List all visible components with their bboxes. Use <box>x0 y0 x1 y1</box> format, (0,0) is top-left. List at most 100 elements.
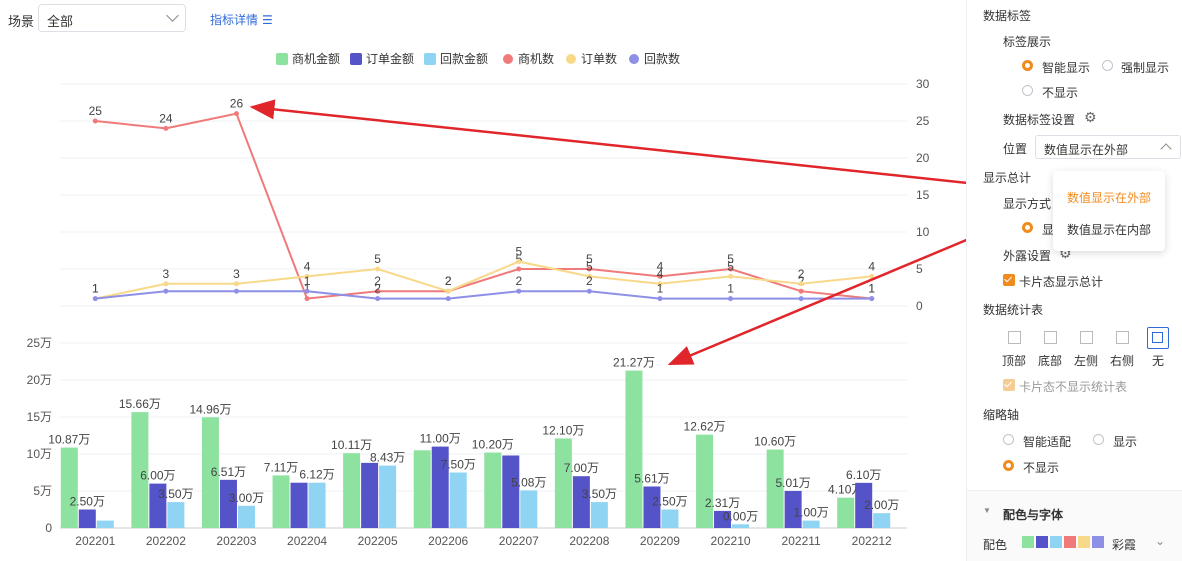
data-label: 26 <box>230 97 244 111</box>
chevron-down-icon[interactable]: ⌄ <box>1155 534 1166 548</box>
palette-swatch <box>1092 536 1104 548</box>
palette-swatch <box>1064 536 1076 548</box>
y-tick-label: 20万 <box>27 373 52 387</box>
gear-icon[interactable]: ⚙ <box>1084 109 1097 125</box>
data-label: 12.62万 <box>684 420 726 434</box>
data-label: 5.08万 <box>511 475 546 489</box>
bar <box>484 452 502 528</box>
data-point <box>657 281 663 287</box>
data-point <box>445 296 451 302</box>
data-label: 3.50万 <box>158 487 193 501</box>
position-select[interactable]: 数值显示在外部 <box>1035 135 1181 159</box>
y-tick-label: 15万 <box>27 410 52 424</box>
data-label: 1 <box>92 282 99 296</box>
bar <box>714 510 732 528</box>
indicator-detail-link[interactable]: 指标详情 ☰ <box>210 11 273 28</box>
data-label: 6.00万 <box>140 469 175 483</box>
y-tick-label: 25 <box>916 114 930 128</box>
force-display-radio[interactable] <box>1102 60 1113 71</box>
thumbnail-axis-title: 缩略轴 <box>983 408 1020 422</box>
x-tick-label: 202205 <box>358 534 398 548</box>
data-point <box>163 125 169 131</box>
settings-panel: 数据标签 标签展示 智能显示 强制显示 不显示 数据标签设置 ⚙ 位置 数值显示… <box>966 0 1182 561</box>
chevron-up-icon <box>1160 143 1172 155</box>
legend-label: 回款数 <box>644 51 680 66</box>
data-label: 1 <box>727 282 734 296</box>
stat-left-icon[interactable] <box>1080 331 1093 344</box>
data-label: 5 <box>586 252 593 266</box>
list-icon: ☰ <box>262 13 273 27</box>
bar <box>308 482 326 528</box>
bar <box>272 475 290 528</box>
hide-axis-radio[interactable] <box>1003 460 1014 471</box>
legend-label: 商机数 <box>518 51 554 66</box>
data-label: 2 <box>374 274 381 288</box>
bar <box>520 490 538 528</box>
card-hide-stat-checkbox[interactable] <box>1003 379 1015 391</box>
card-show-total-label: 卡片态显示总计 <box>1019 275 1104 289</box>
smart-display-label: 智能显示 <box>1042 61 1091 75</box>
bar <box>379 465 397 528</box>
bar <box>696 434 714 528</box>
display-mode-label: 显示方式 <box>1003 197 1052 211</box>
y-tick-label: 0 <box>916 299 923 313</box>
data-label: 10.20万 <box>472 438 514 452</box>
y-tick-label: 10万 <box>27 447 52 461</box>
caret-down-icon[interactable]: ▼ <box>983 506 991 515</box>
bar <box>873 513 891 528</box>
legend-label: 订单金额 <box>366 51 414 66</box>
data-label: 2 <box>445 274 452 288</box>
data-label: 4 <box>304 259 311 273</box>
data-label: 6.12万 <box>299 468 334 482</box>
data-point <box>375 296 381 302</box>
bar <box>661 509 679 528</box>
display-mode-radio[interactable] <box>1022 222 1033 233</box>
data-label: 1.00万 <box>793 506 828 520</box>
data-point <box>375 266 381 272</box>
stat-none-icon[interactable] <box>1147 327 1169 349</box>
legend-marker <box>424 53 436 65</box>
bar <box>502 455 520 528</box>
data-label: 15.66万 <box>119 397 161 411</box>
stat-right-icon[interactable] <box>1116 331 1129 344</box>
scene-select[interactable]: 全部 <box>38 4 186 32</box>
bar <box>60 447 78 528</box>
stat-bottom-label: 底部 <box>1038 354 1063 368</box>
data-label: 2 <box>445 274 452 288</box>
data-point <box>657 273 663 279</box>
show-axis-radio[interactable] <box>1093 434 1104 445</box>
y-tick-label: 5万 <box>33 484 52 498</box>
data-label: 4 <box>657 259 664 273</box>
legend-label: 订单数 <box>581 51 617 66</box>
data-label: 2.31万 <box>705 496 740 510</box>
stat-top-icon[interactable] <box>1008 331 1021 344</box>
dropdown-option-inside[interactable]: 数值显示在内部 <box>1067 223 1152 237</box>
stat-top-label: 顶部 <box>1002 354 1027 368</box>
data-point <box>304 296 310 302</box>
data-label: 2.50万 <box>652 495 687 509</box>
bar <box>766 449 784 528</box>
smart-fit-radio[interactable] <box>1003 434 1014 445</box>
smart-display-radio[interactable] <box>1022 60 1033 71</box>
show-axis-label: 显示 <box>1113 435 1138 449</box>
data-label: 4 <box>868 259 875 273</box>
no-display-radio[interactable] <box>1022 85 1033 96</box>
color-font-title: 配色与字体 <box>1003 508 1064 522</box>
stat-bottom-icon[interactable] <box>1044 331 1057 344</box>
palette-name[interactable]: 彩霞 <box>1112 538 1137 552</box>
no-display-label: 不显示 <box>1042 86 1079 100</box>
data-label: 7.50万 <box>441 458 476 472</box>
data-point <box>233 111 239 117</box>
data-label: 24 <box>159 111 173 125</box>
y-tick-label: 20 <box>916 151 930 165</box>
y-tick-label: 30 <box>916 77 930 91</box>
bar <box>449 472 467 528</box>
dropdown-option-outside[interactable]: 数值显示在外部 <box>1067 191 1152 205</box>
position-select-value: 数值显示在外部 <box>1044 143 1129 157</box>
data-label: 7.00万 <box>564 461 599 475</box>
card-show-total-checkbox[interactable] <box>1003 274 1015 286</box>
x-tick-label: 202203 <box>216 534 256 548</box>
data-point <box>516 266 522 272</box>
bar <box>219 479 237 528</box>
data-point <box>92 296 98 302</box>
